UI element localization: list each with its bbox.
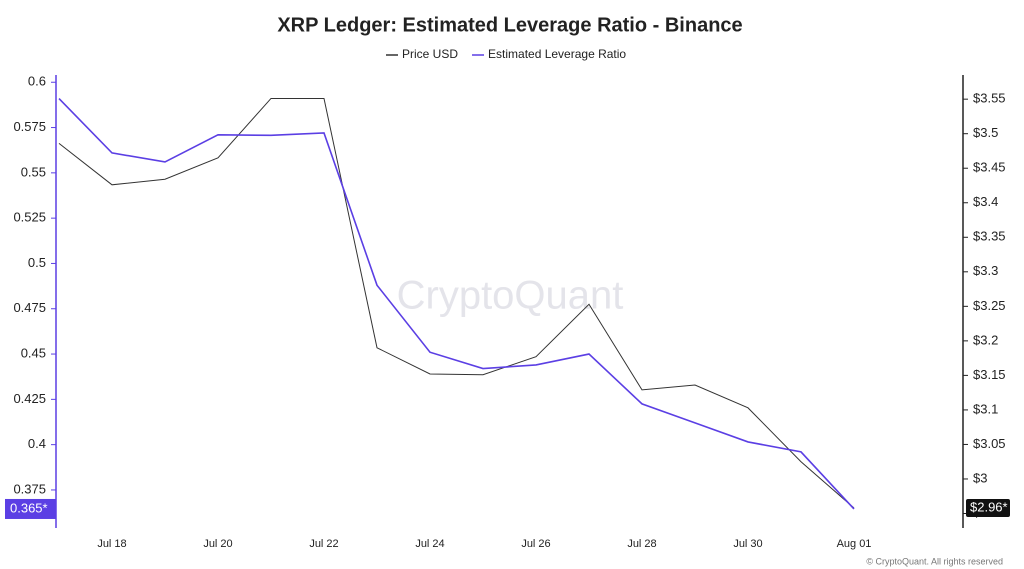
series-line [58, 97, 855, 510]
last-value-label: $2.96* [970, 499, 1008, 514]
y2-tick-label: $3.05 [973, 436, 1006, 451]
y2-tick-label: $3.25 [973, 298, 1006, 313]
x-tick-label: Jul 18 [97, 538, 126, 550]
y2-tick-label: $3.55 [973, 91, 1006, 106]
footer: © CryptoQuant. All rights reserved [866, 556, 1003, 566]
last-value-badge [5, 498, 56, 519]
y2-tick-label: $3 [973, 470, 987, 485]
y-tick-label: 0.425 [13, 391, 46, 406]
y2-tick-label: $3.15 [973, 367, 1006, 382]
y-tick-label: 0.375 [13, 481, 46, 496]
y-tick-label: 0.6 [28, 74, 46, 89]
x-tick-label: Jul 24 [415, 538, 444, 550]
x-tick-label: Jul 20 [203, 538, 232, 550]
y-tick-label: 0.55 [21, 164, 46, 179]
y2-tick-label: $3.1 [973, 401, 998, 416]
y-tick-label: 0.5 [28, 255, 46, 270]
y2-tick-label: $3.2 [973, 332, 998, 347]
x-tick-label: Jul 30 [733, 538, 762, 550]
y-tick-label: 0.45 [21, 345, 46, 360]
y-tick-label: 0.475 [13, 300, 46, 315]
y2-tick-label: $3.4 [973, 194, 998, 209]
x-tick-label: Aug 01 [837, 538, 872, 550]
x-tick-label: Jul 26 [521, 538, 550, 550]
y2-tick-label: $3.3 [973, 263, 998, 278]
watermark: CryptoQuant [397, 274, 624, 318]
chart-title: XRP Ledger: Estimated Leverage Ratio - B… [277, 14, 742, 36]
last-value-label: 0.365* [10, 500, 48, 515]
y-tick-label: 0.4 [28, 436, 46, 451]
y2-tick-label: $3.35 [973, 229, 1006, 244]
legend-label: Estimated Leverage Ratio [488, 47, 626, 61]
last-value-badge [966, 498, 1010, 517]
legend-label: Price USD [402, 47, 458, 61]
y-tick-label: 0.575 [13, 119, 46, 134]
series-line [58, 97, 855, 509]
x-tick-label: Jul 28 [627, 538, 656, 550]
y2-tick-label: $3.45 [973, 160, 1006, 175]
x-tick-label: Jul 22 [309, 538, 338, 550]
y-tick-label: 0.525 [13, 210, 46, 225]
y2-tick-label: $3.5 [973, 125, 998, 140]
